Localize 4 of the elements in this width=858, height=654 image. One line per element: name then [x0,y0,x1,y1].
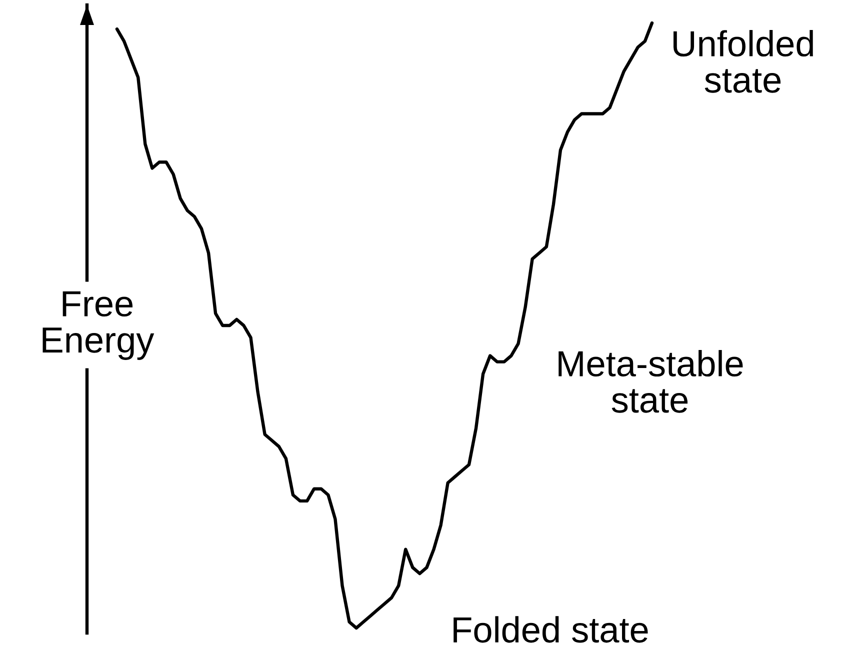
annotation: Folded state [454,616,648,643]
annotation: Meta-stable state [558,350,743,413]
y-axis-title: Free Energy [42,291,154,360]
text: Unfolded state [674,30,813,93]
